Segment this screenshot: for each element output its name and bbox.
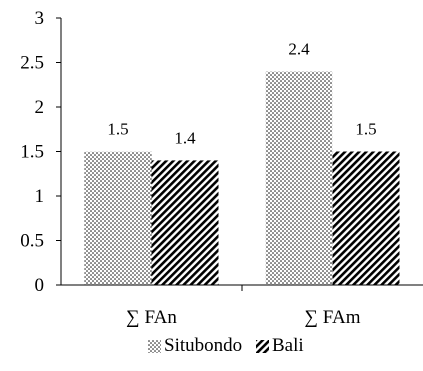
data-label: 1.4 (174, 128, 196, 147)
y-tick-label: 0 (35, 275, 45, 296)
bar (151, 160, 219, 285)
bar (84, 151, 152, 285)
y-tick-label: 1 (35, 186, 45, 207)
x-tick-label: ∑ FAn (126, 307, 177, 328)
y-tick-label: 0.5 (20, 231, 44, 252)
x-tick-label: ∑ FAm (305, 307, 361, 328)
legend: Situbondo Bali (148, 335, 304, 356)
legend-label: Bali (272, 335, 304, 356)
legend-label: Situbondo (164, 335, 242, 356)
y-axis-ticks: 0 0.5 1 1.5 2 2.5 3 (20, 8, 61, 296)
data-label: 2.4 (288, 39, 310, 58)
y-tick-label: 1.5 (20, 142, 44, 163)
bar (265, 71, 333, 286)
axes (60, 18, 423, 291)
y-tick-label: 2.5 (20, 53, 44, 74)
x-axis-labels: ∑ FAn ∑ FAm (126, 307, 361, 328)
bars (84, 71, 400, 286)
legend-swatch (256, 340, 269, 353)
data-label: 1.5 (355, 120, 376, 139)
bar (332, 151, 400, 285)
y-tick-label: 3 (35, 8, 45, 29)
data-labels: 1.5 1.4 2.4 1.5 (107, 39, 376, 147)
legend-swatch (148, 340, 161, 353)
data-label: 1.5 (107, 120, 128, 139)
y-tick-label: 2 (35, 97, 45, 118)
